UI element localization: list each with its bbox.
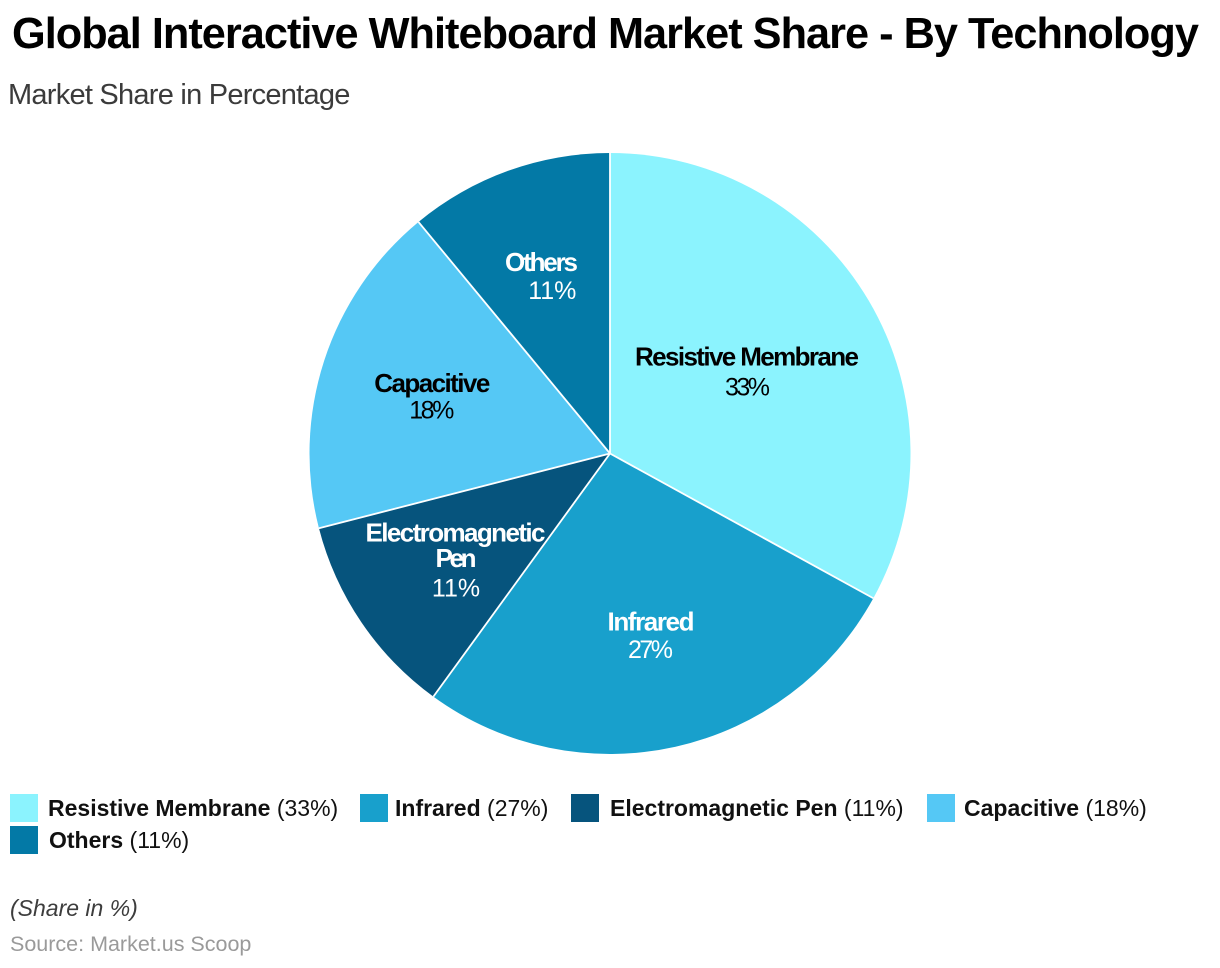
svg-text:33%: 33% <box>725 374 770 402</box>
svg-text:Infrared: Infrared <box>608 607 695 637</box>
svg-text:Others: Others <box>505 247 578 277</box>
svg-text:Electromagnetic: Electromagnetic <box>366 518 546 548</box>
svg-text:18%: 18% <box>409 397 454 425</box>
svg-text:11%: 11% <box>528 277 576 305</box>
svg-text:Resistive Membrane: Resistive Membrane <box>635 342 859 372</box>
svg-text:11%: 11% <box>432 575 480 603</box>
svg-text:Capacitive: Capacitive <box>374 368 490 398</box>
svg-text:Pen: Pen <box>436 543 477 573</box>
svg-text:27%: 27% <box>628 636 673 664</box>
